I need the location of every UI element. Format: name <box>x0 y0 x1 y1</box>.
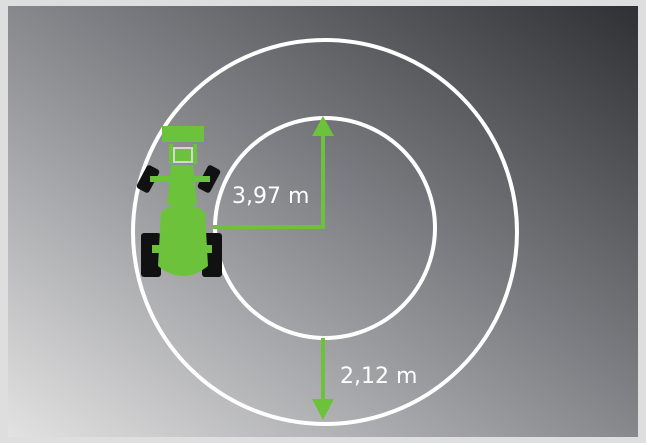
inner-radius-label: 3,97 m <box>232 184 309 209</box>
front-left-wheel <box>136 165 160 193</box>
tractor-icon <box>136 126 222 277</box>
inner-radius-arrow <box>213 116 334 229</box>
rear-left-wheel <box>141 233 161 277</box>
ring-width-label: 2,12 m <box>340 364 417 389</box>
ring-width-arrow <box>312 338 334 420</box>
outer-turning-circle <box>131 38 519 426</box>
